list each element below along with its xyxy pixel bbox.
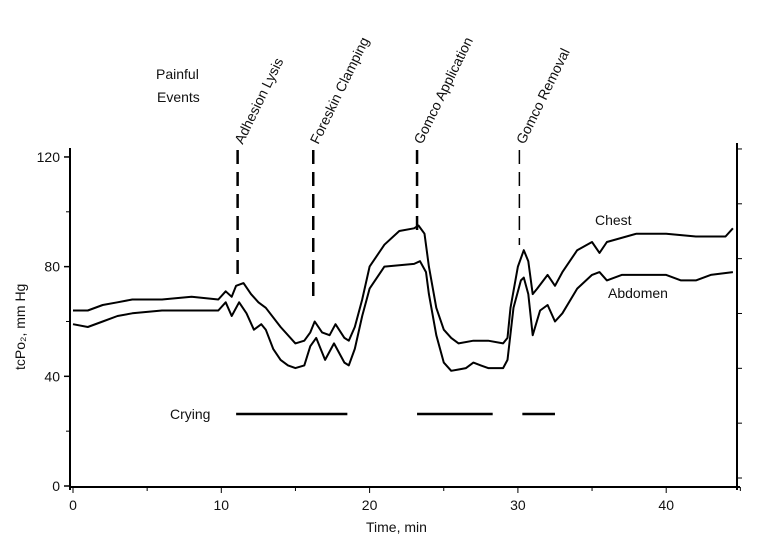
event-label: Foreskin Clamping — [307, 34, 373, 146]
y-axis-label: tcPo₂, mm Hg — [12, 284, 28, 370]
x-tick-label: 30 — [510, 497, 526, 513]
events-title-line2: Events — [157, 89, 200, 105]
y-tick-label: 120 — [37, 149, 61, 165]
event-label: Adhesion Lysis — [231, 55, 286, 146]
x-tick-label: 10 — [214, 497, 230, 513]
y-tick-label: 40 — [44, 368, 60, 384]
y-tick-label: 0 — [52, 478, 60, 494]
x-tick-label: 20 — [362, 497, 378, 513]
series-line-abdomen — [72, 260, 734, 372]
legend-chest: Chest — [595, 212, 632, 228]
series — [72, 224, 734, 372]
x-tick-label: 0 — [69, 497, 77, 513]
x-tick-label: 40 — [658, 497, 674, 513]
legend-abdomen: Abdomen — [608, 285, 668, 301]
x-axis-label: Time, min — [366, 519, 427, 535]
axes: 0 40 80 120 0 10 20 30 40 — [37, 143, 742, 513]
event-label: Gomco Application — [410, 34, 476, 146]
events-title-line1: Painful — [156, 66, 199, 82]
series-line-chest — [73, 224, 734, 345]
events: Adhesion Lysis Foreskin Clamping Gomco App… — [231, 34, 573, 300]
crying-label: Crying — [170, 406, 210, 422]
event-label: Gomco Removal — [513, 46, 573, 147]
y-tick-label: 80 — [44, 259, 60, 275]
